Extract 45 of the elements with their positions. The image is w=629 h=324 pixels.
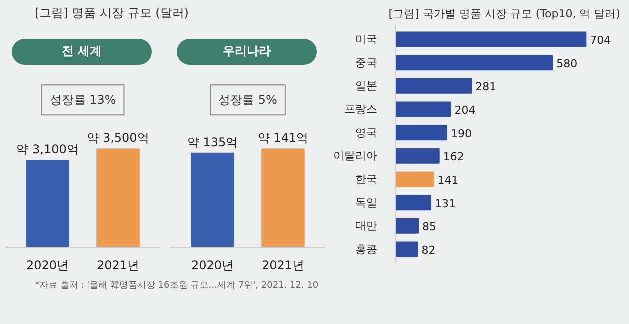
data-label: 580 <box>556 57 578 70</box>
bar <box>396 148 440 164</box>
data-label: 85 <box>422 220 437 234</box>
data-label: 약 3,500억 <box>87 131 150 146</box>
bar <box>396 78 472 94</box>
y-tick-label: 일본 <box>356 80 378 93</box>
bar <box>396 125 448 141</box>
y-tick-label: 독일 <box>356 196 378 210</box>
y-tick-label: 프랑스 <box>344 103 378 116</box>
x-tick-label: 2020년 <box>26 258 70 272</box>
bar <box>396 32 587 48</box>
y-tick-label: 이탈리아 <box>334 150 378 163</box>
bar <box>396 218 420 234</box>
data-label: 131 <box>434 197 456 210</box>
text: *자료 출처 : '올해 韓명품시장 16조원 규모…세계 7위', 2021. 12. 10 <box>35 280 319 293</box>
data-label: 141 <box>438 174 459 187</box>
chart-subtitle: 우리나라 <box>223 43 271 60</box>
y-tick-label: 홍콩 <box>356 243 378 256</box>
x-tick-label: 2021년 <box>96 258 140 272</box>
y-tick-label: 한국 <box>356 173 378 186</box>
data-label: 약 141억 <box>258 131 309 146</box>
y-tick-label: 대만 <box>356 220 378 233</box>
text: 성장률 5% <box>218 93 278 108</box>
data-label: 704 <box>590 34 612 47</box>
chart-title: [그림] 국가별 명품 시장 규모 (Top10, 억 달러) <box>388 8 621 20</box>
data-label: 82 <box>422 244 436 257</box>
bar <box>396 195 432 211</box>
data-label: 204 <box>454 104 476 117</box>
bar <box>396 102 452 118</box>
x-tick-label: 2021년 <box>262 258 305 272</box>
data-label: 162 <box>443 150 464 164</box>
bar <box>396 242 418 258</box>
y-tick-label: 미국 <box>356 33 378 46</box>
y-tick-label: 영국 <box>356 126 378 140</box>
y-tick-label: 중국 <box>356 56 378 70</box>
data-label: 약 135억 <box>187 135 238 150</box>
chart-title: [그림] 명품 시장 규모 (달러) <box>35 5 189 22</box>
text: 성장률 13% <box>50 93 116 108</box>
bar <box>396 172 434 188</box>
data-label: 190 <box>450 127 472 140</box>
chart-subtitle: 전 세계 <box>62 43 102 60</box>
bar <box>396 55 554 71</box>
data-label: 281 <box>476 80 497 94</box>
data-label: 약 3,100억 <box>16 142 79 156</box>
x-tick-label: 2020년 <box>192 258 234 272</box>
